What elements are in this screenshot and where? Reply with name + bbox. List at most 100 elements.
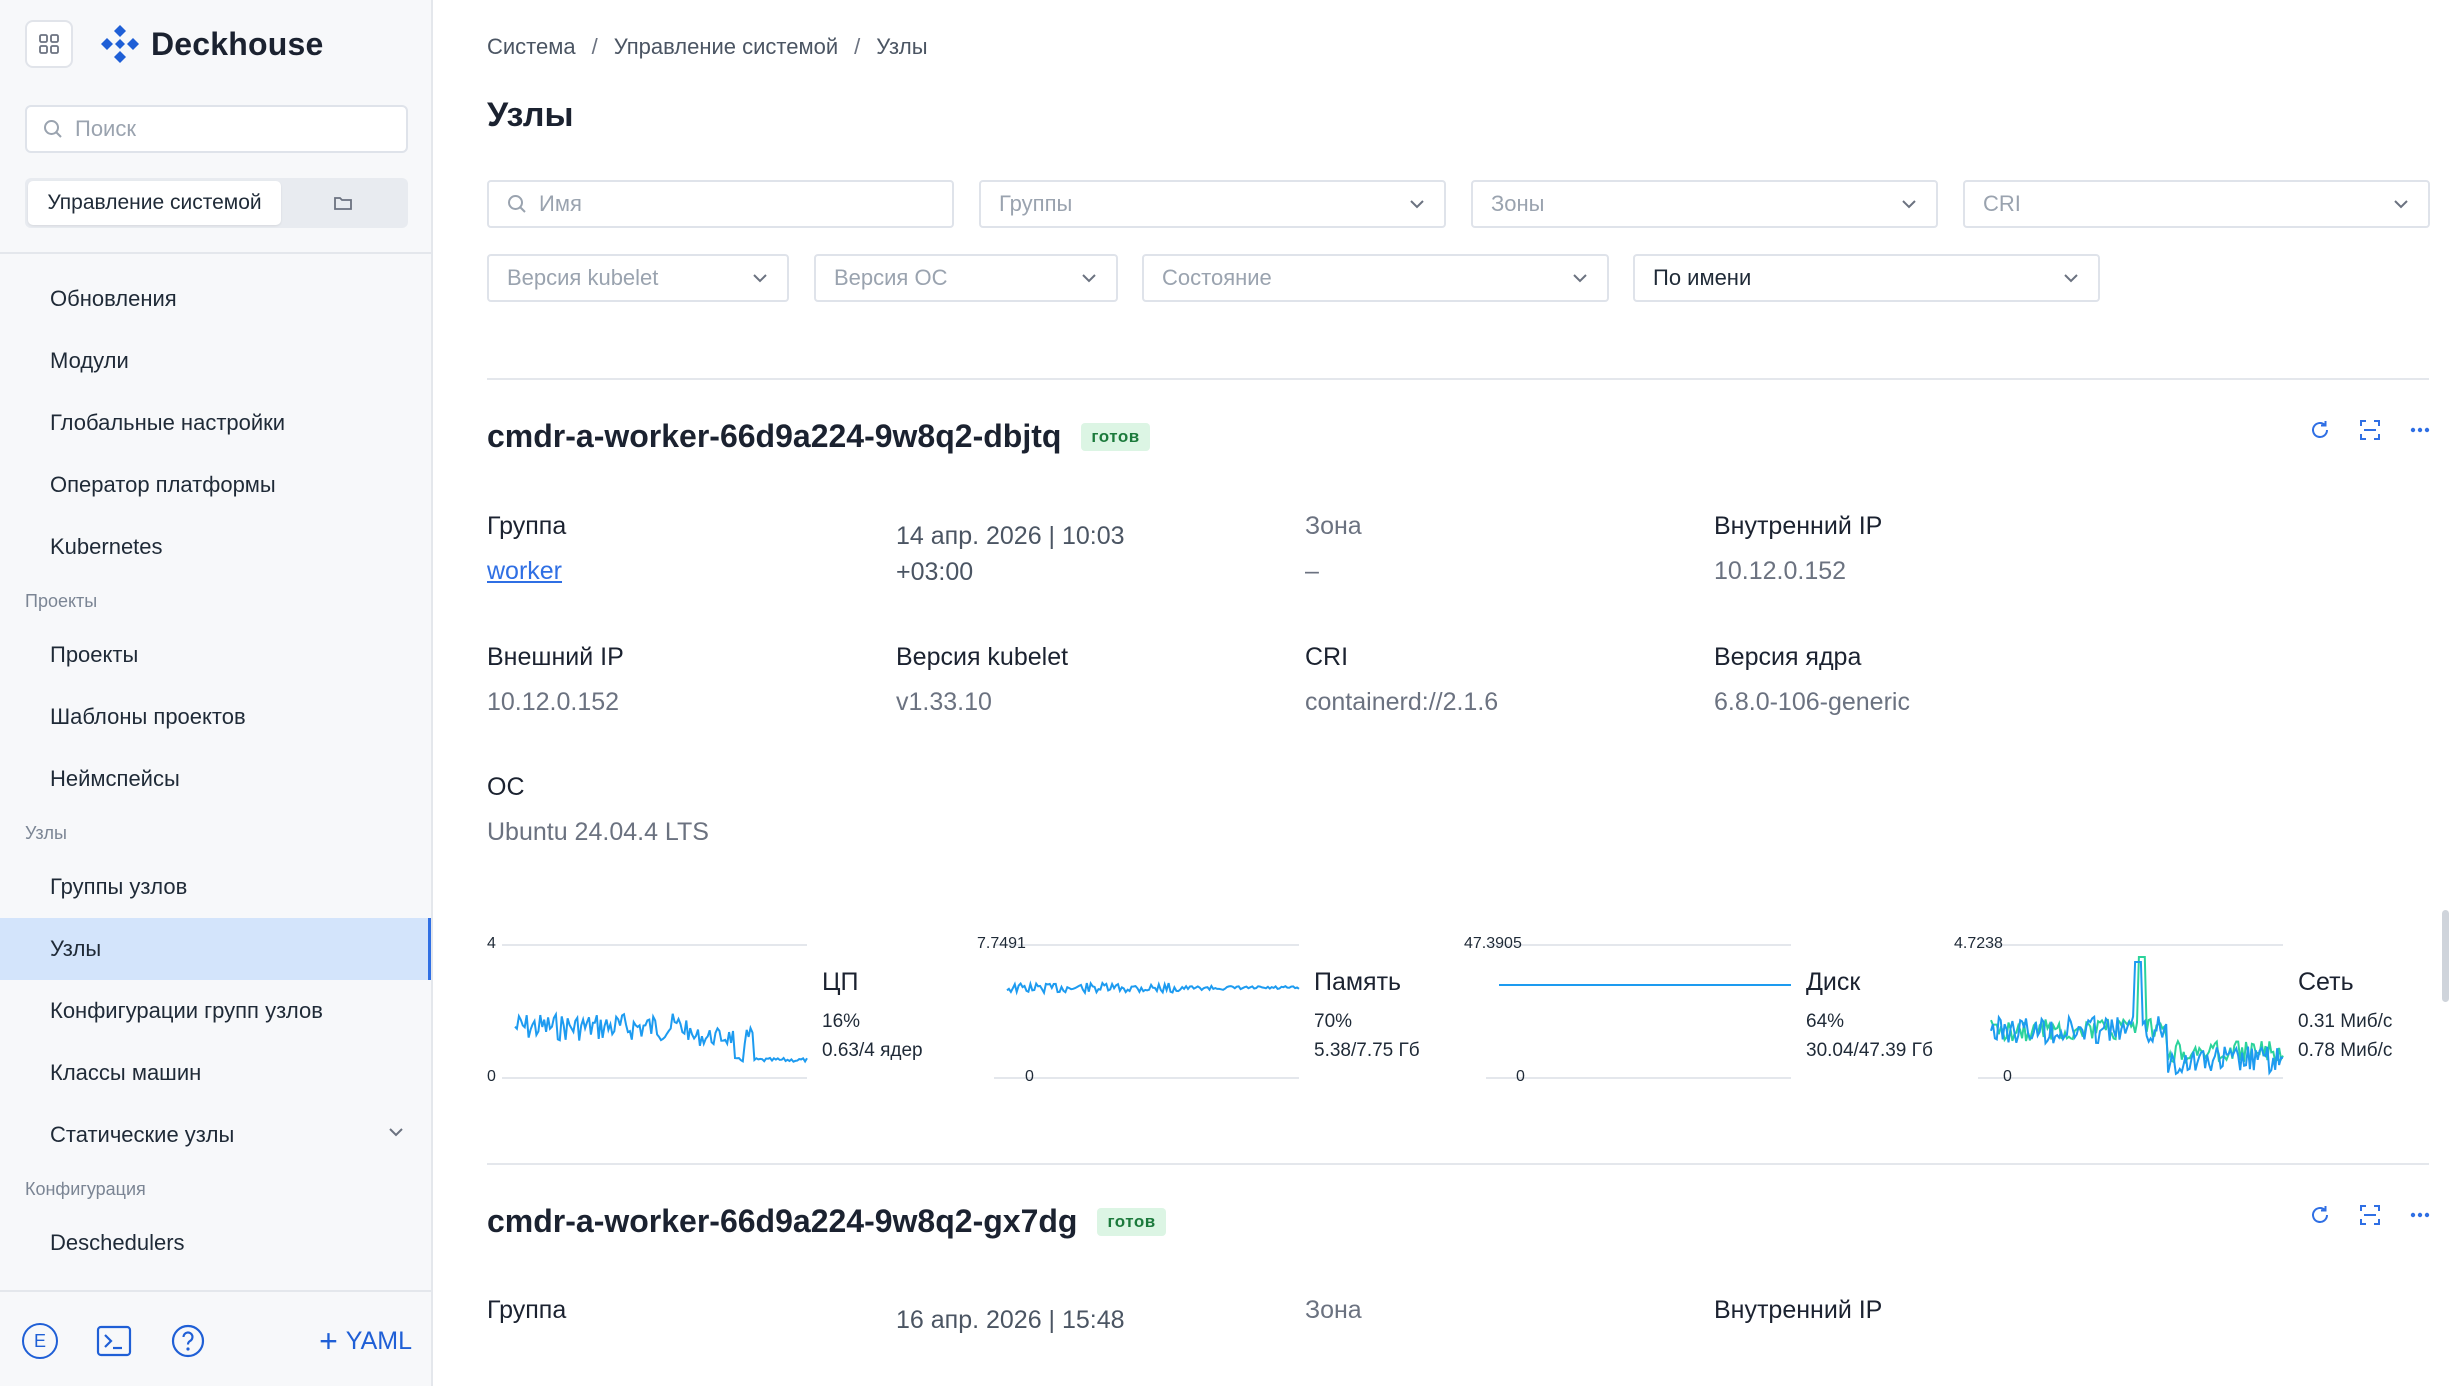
node-actions — [2295, 418, 2445, 442]
axis-min-label: 0 — [1025, 1068, 1034, 1085]
node-kubelet-field: Версия kubelet v1.33.10 — [896, 643, 1069, 716]
node-group-field: Группа — [487, 1296, 567, 1324]
create-yaml-button[interactable]: + YAML — [319, 1323, 412, 1359]
logo[interactable]: Deckhouse — [99, 23, 324, 65]
refresh-icon[interactable] — [2295, 418, 2345, 442]
sidebar-item-global-settings[interactable]: Глобальные настройки — [50, 410, 286, 435]
name-filter[interactable] — [487, 180, 954, 228]
status-badge: готов — [1097, 1207, 1166, 1236]
zones-select[interactable]: Зоны — [1471, 180, 1938, 228]
chevron-down-icon — [751, 272, 769, 284]
chevron-down-icon — [2062, 272, 2080, 284]
expand-icon[interactable] — [2345, 418, 2395, 442]
node-name[interactable]: cmdr-a-worker-66d9a224-9w8q2-gx7dg готов — [487, 1203, 1166, 1240]
sidebar-header: Deckhouse — [25, 18, 324, 70]
cpu-chart: 4 0 ЦП 16% 0.63/4 ядер — [487, 932, 957, 1102]
mode-projects-button[interactable] — [281, 195, 405, 211]
mode-system-button[interactable]: Управление системой — [28, 181, 281, 225]
deckhouse-logo-icon — [101, 25, 139, 63]
sidebar-mode-switch: Управление системой — [25, 178, 408, 228]
sidebar-item-updates[interactable]: Обновления — [50, 286, 177, 311]
axis-max-label: 4 — [487, 935, 496, 952]
chevron-down-icon — [1571, 272, 1589, 284]
breadcrumb-item-system[interactable]: Система — [487, 34, 576, 59]
node-zone-field: Зона – — [1305, 512, 1362, 585]
sidebar-footer: E + YAML — [22, 1316, 412, 1366]
sidebar-item-projects[interactable]: Проекты — [50, 642, 139, 667]
main-content: Система / Управление системой / Узлы Узл… — [435, 0, 2464, 1386]
apps-grid-button[interactable] — [25, 20, 73, 68]
disk-chart: 47.3905 0 Диск 64% 30.04/47.39 Гб — [1464, 932, 1941, 1102]
refresh-icon[interactable] — [2295, 1203, 2345, 1227]
breadcrumb-item-nodes: Узлы — [876, 34, 928, 59]
search-icon — [507, 194, 527, 214]
terminal-icon[interactable] — [96, 1325, 132, 1357]
sidebar-item-node-group-configurations[interactable]: Конфигурации групп узлов — [50, 998, 323, 1023]
kubelet-version-select[interactable]: Версия kubelet — [487, 254, 789, 302]
sidebar-divider — [0, 252, 431, 254]
sidebar-item-namespaces[interactable]: Неймспейсы — [50, 766, 180, 791]
sidebar-item-platform-operator[interactable]: Оператор платформы — [50, 472, 276, 497]
node-actions — [2295, 1203, 2445, 1227]
node-name[interactable]: cmdr-a-worker-66d9a224-9w8q2-dbjtq готов — [487, 418, 1150, 455]
more-icon[interactable] — [2395, 418, 2445, 442]
help-icon[interactable] — [170, 1323, 206, 1359]
node-internal-ip-field: Внутренний IP — [1714, 1296, 1883, 1324]
sidebar-item-machine-classes[interactable]: Классы машин — [50, 1060, 202, 1085]
sidebar-search-input[interactable] — [73, 115, 377, 143]
axis-min-label: 0 — [2003, 1068, 2012, 1085]
avatar[interactable]: E — [22, 1323, 58, 1359]
more-icon[interactable] — [2395, 1203, 2445, 1227]
axis-max-label: 47.3905 — [1464, 935, 1522, 952]
breadcrumb-separator: / — [591, 34, 598, 59]
node-zone-field: Зона — [1305, 1296, 1362, 1324]
sidebar: Deckhouse Управление системой Обновления… — [0, 0, 433, 1386]
chevron-down-icon — [2392, 198, 2410, 210]
node-kernel-field: Версия ядра 6.8.0-106-generic — [1714, 643, 1910, 716]
node-external-ip-field: Внешний IP 10.12.0.152 — [487, 643, 624, 716]
sidebar-item-modules[interactable]: Модули — [50, 348, 129, 373]
sidebar-search[interactable] — [25, 105, 408, 153]
state-select[interactable]: Состояние — [1142, 254, 1609, 302]
axis-max-label: 7.7491 — [977, 935, 1026, 952]
name-filter-input[interactable] — [537, 190, 901, 218]
sidebar-item-kubernetes[interactable]: Kubernetes — [50, 534, 163, 559]
expand-icon[interactable] — [2345, 1203, 2395, 1227]
network-metric-text: Сеть 0.31 Миб/с 0.78 Миб/с — [2298, 968, 2393, 1062]
divider — [487, 1163, 2429, 1165]
cri-select[interactable]: CRI — [1963, 180, 2430, 228]
node-group-link[interactable]: worker — [487, 557, 563, 585]
sidebar-item-nodes[interactable]: Узлы — [0, 918, 431, 980]
axis-max-label: 4.7238 — [1954, 935, 2003, 952]
chevron-down-icon — [1080, 272, 1098, 284]
grid-icon — [39, 34, 59, 54]
node-os-field: ОС Ubuntu 24.04.4 LTS — [487, 773, 709, 846]
memory-chart: 7.7491 0 Память 70% 5.38/7.75 Гб — [977, 932, 1449, 1102]
status-badge: готов — [1081, 422, 1150, 451]
node-created-field: 16 апр. 2026 | 15:48 — [896, 1306, 1125, 1334]
memory-metric-text: Память 70% 5.38/7.75 Гб — [1314, 968, 1420, 1062]
sidebar-item-node-groups[interactable]: Группы узлов — [50, 874, 188, 899]
disk-metric-text: Диск 64% 30.04/47.39 Гб — [1806, 968, 1933, 1062]
sidebar-nav: Обновления Модули Глобальные настройки О… — [0, 268, 431, 1274]
sidebar-item-deschedulers[interactable]: Deschedulers — [50, 1230, 185, 1255]
sidebar-item-project-templates[interactable]: Шаблоны проектов — [50, 704, 246, 729]
sidebar-section-configuration: Конфигурация — [25, 1178, 146, 1199]
os-version-select[interactable]: Версия ОС — [814, 254, 1118, 302]
node-cri-field: CRI containerd://2.1.6 — [1305, 643, 1499, 716]
scrollbar-thumb[interactable] — [2442, 910, 2449, 1002]
page-title: Узлы — [487, 96, 574, 134]
sort-select[interactable]: По имени — [1633, 254, 2100, 302]
node-internal-ip-field: Внутренний IP 10.12.0.152 — [1714, 512, 1883, 585]
network-chart: 4.7238 0 Сеть 0.31 Миб/с 0.78 Миб/с — [1954, 932, 2433, 1102]
groups-select[interactable]: Группы — [979, 180, 1446, 228]
sidebar-section-nodes: Узлы — [25, 822, 67, 843]
network-sparkline — [1978, 944, 2284, 1079]
plus-icon: + — [319, 1323, 338, 1359]
breadcrumb: Система / Управление системой / Узлы — [487, 34, 928, 60]
breadcrumb-item-system-management[interactable]: Управление системой — [613, 34, 839, 59]
cpu-sparkline — [502, 944, 808, 1079]
axis-min-label: 0 — [487, 1068, 496, 1085]
sidebar-item-static-nodes[interactable]: Статические узлы — [0, 1104, 431, 1166]
divider — [487, 378, 2429, 380]
